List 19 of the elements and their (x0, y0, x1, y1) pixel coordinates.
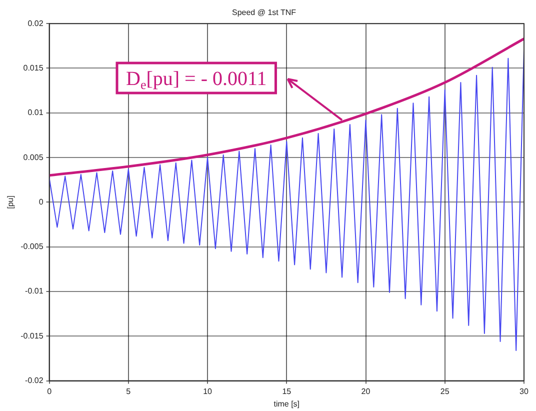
y-axis-title: [pu] (6, 196, 16, 209)
x-tick-label: 10 (203, 386, 213, 396)
x-tick-label: 20 (361, 386, 371, 396)
chart-title: Speed @ 1st TNF (232, 8, 296, 18)
y-tick-label: -0.005 (20, 242, 44, 252)
x-tick-label: 25 (440, 386, 450, 396)
y-tick-label: 0.02 (28, 18, 44, 28)
x-tick-label: 15 (282, 386, 292, 396)
y-tick-label: -0.02 (25, 376, 44, 386)
y-tick-label: 0 (38, 197, 44, 206)
y-tick-label: 0.01 (28, 108, 44, 118)
x-tick-label: 5 (126, 386, 132, 396)
x-axis-title: time [s] (274, 399, 300, 408)
y-tick-label: 0.015 (23, 63, 44, 72)
x-tick-label: 30 (520, 386, 529, 396)
x-tick-label: 0 (47, 386, 52, 396)
y-tick-label: -0.01 (25, 286, 44, 296)
y-tick-label: 0.005 (23, 152, 44, 162)
y-tick-label: -0.015 (20, 331, 44, 340)
